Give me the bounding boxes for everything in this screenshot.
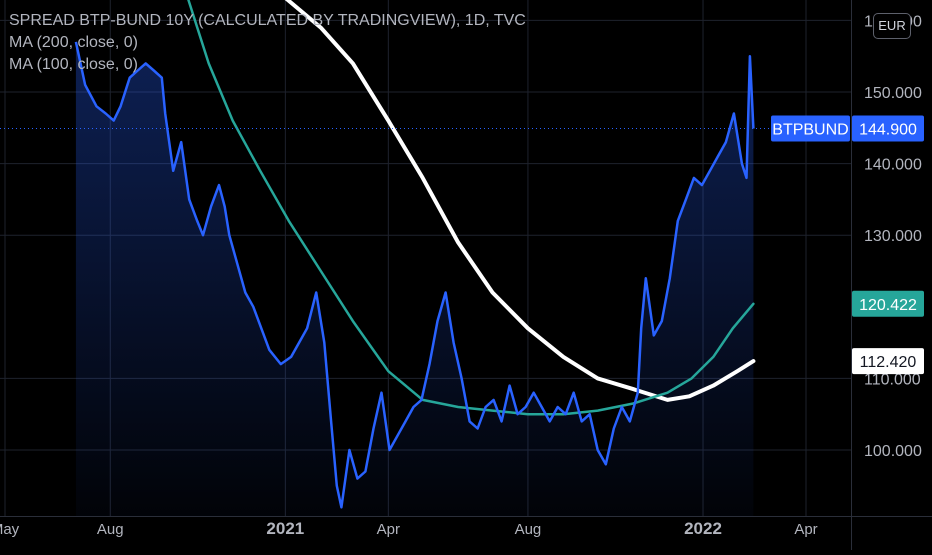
y-tick-label: 110.000 — [864, 371, 921, 388]
y-tick-label: 140.000 — [864, 157, 922, 174]
legend-ma-200[interactable]: MA (200, close, 0) — [9, 34, 138, 51]
last-price-badge[interactable]: 144.900 — [852, 115, 924, 142]
y-tick-label: 100.000 — [864, 443, 922, 460]
legend-ma-100[interactable]: MA (100, close, 0) — [9, 56, 138, 73]
price-badge-value: 120.422 — [859, 297, 917, 314]
x-tick-label: Apr — [377, 521, 400, 538]
x-axis[interactable]: May Aug 2021 Apr Aug 2022 Apr — [0, 519, 818, 538]
symbol-name-text: BTPBUND — [772, 122, 848, 139]
ma-100-price-badge[interactable]: 120.422 — [852, 290, 924, 317]
y-tick-label: 150.000 — [864, 85, 922, 102]
x-tick-label: Aug — [515, 521, 542, 538]
x-tick-label: 2022 — [684, 519, 722, 538]
series-area-fill — [75, 41, 754, 516]
plot-area[interactable] — [74, 0, 756, 516]
chart-legend: SPREAD BTP-BUND 10Y (CALCULATED BY TRADI… — [9, 10, 526, 76]
chart-title[interactable]: SPREAD BTP-BUND 10Y (CALCULATED BY TRADI… — [9, 12, 526, 29]
x-tick-label: 2021 — [266, 519, 304, 538]
y-tick-label: 130.000 — [864, 228, 922, 245]
price-badge-value: 112.420 — [860, 354, 917, 371]
ma-200-price-badge[interactable]: 112.420 — [852, 348, 924, 375]
ma-200-line[interactable] — [284, 0, 756, 402]
x-tick-label: Aug — [97, 521, 124, 538]
price-line[interactable] — [74, 41, 755, 509]
y-axis[interactable]: 160.000150.000140.000130.000110.000100.0… — [864, 13, 922, 460]
x-tick-label: May — [0, 521, 20, 538]
price-badge-value: 144.900 — [859, 122, 917, 139]
symbol-name-badge[interactable]: BTPBUND — [771, 115, 850, 142]
ma-100-line[interactable] — [187, 0, 755, 416]
currency-button[interactable]: EUR — [873, 13, 911, 39]
x-tick-label: Apr — [794, 521, 817, 538]
